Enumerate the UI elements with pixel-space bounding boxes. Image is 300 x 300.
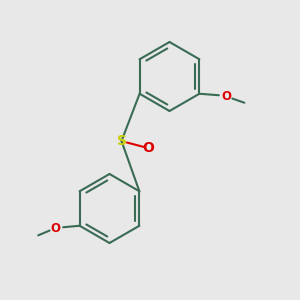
Text: O: O (142, 142, 154, 155)
Text: O: O (51, 222, 61, 235)
Text: O: O (221, 90, 231, 103)
Text: S: S (116, 134, 127, 148)
